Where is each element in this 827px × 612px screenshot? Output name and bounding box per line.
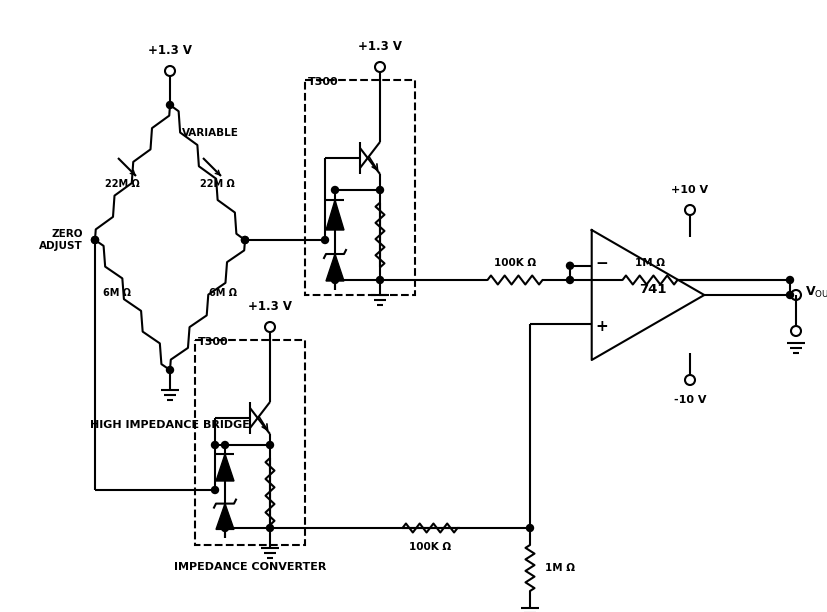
Text: 741: 741 — [638, 283, 666, 296]
Text: 100K Ω: 100K Ω — [409, 542, 451, 552]
Polygon shape — [326, 200, 343, 230]
Circle shape — [92, 236, 98, 244]
Text: 1M Ω: 1M Ω — [544, 563, 574, 573]
Circle shape — [321, 236, 328, 244]
Text: ZERO
ADJUST: ZERO ADJUST — [39, 230, 83, 251]
Text: IMPEDANCE CONVERTER: IMPEDANCE CONVERTER — [174, 562, 326, 572]
Text: T300: T300 — [198, 337, 228, 347]
Circle shape — [211, 487, 218, 493]
Circle shape — [241, 236, 248, 244]
Circle shape — [526, 524, 533, 531]
Text: 100K Ω: 100K Ω — [494, 258, 535, 268]
Circle shape — [211, 441, 218, 449]
Circle shape — [241, 236, 248, 244]
Text: 22M Ω: 22M Ω — [105, 179, 140, 189]
Circle shape — [786, 291, 792, 299]
Text: +: + — [595, 319, 607, 334]
Circle shape — [222, 441, 228, 449]
Text: +1.3 V: +1.3 V — [357, 40, 402, 53]
Circle shape — [266, 524, 273, 531]
Polygon shape — [326, 254, 343, 281]
Circle shape — [376, 187, 383, 193]
Text: HIGH IMPEDANCE BRIDGE: HIGH IMPEDANCE BRIDGE — [90, 420, 250, 430]
Text: +1.3 V: +1.3 V — [248, 300, 292, 313]
Circle shape — [786, 277, 792, 283]
Polygon shape — [216, 454, 234, 481]
Text: 1M Ω: 1M Ω — [634, 258, 664, 268]
Circle shape — [331, 187, 338, 193]
Text: +1.3 V: +1.3 V — [148, 43, 192, 56]
Circle shape — [166, 367, 174, 373]
Circle shape — [566, 277, 573, 283]
Text: 22M Ω: 22M Ω — [200, 179, 235, 189]
Circle shape — [376, 277, 383, 283]
Text: T300: T300 — [308, 77, 338, 87]
Text: +10 V: +10 V — [671, 185, 708, 195]
Text: V$_{\mathrm{OUT}}$: V$_{\mathrm{OUT}}$ — [804, 285, 827, 299]
Circle shape — [222, 524, 228, 531]
Text: 6M Ω: 6M Ω — [208, 288, 237, 298]
Circle shape — [331, 277, 338, 283]
Text: 6M Ω: 6M Ω — [103, 288, 131, 298]
Text: −: − — [595, 256, 607, 271]
Text: VARIABLE: VARIABLE — [182, 128, 238, 138]
Circle shape — [92, 236, 98, 244]
Circle shape — [166, 102, 174, 108]
Polygon shape — [216, 504, 234, 529]
Text: -10 V: -10 V — [673, 395, 705, 405]
Circle shape — [566, 263, 573, 269]
Circle shape — [266, 441, 273, 449]
